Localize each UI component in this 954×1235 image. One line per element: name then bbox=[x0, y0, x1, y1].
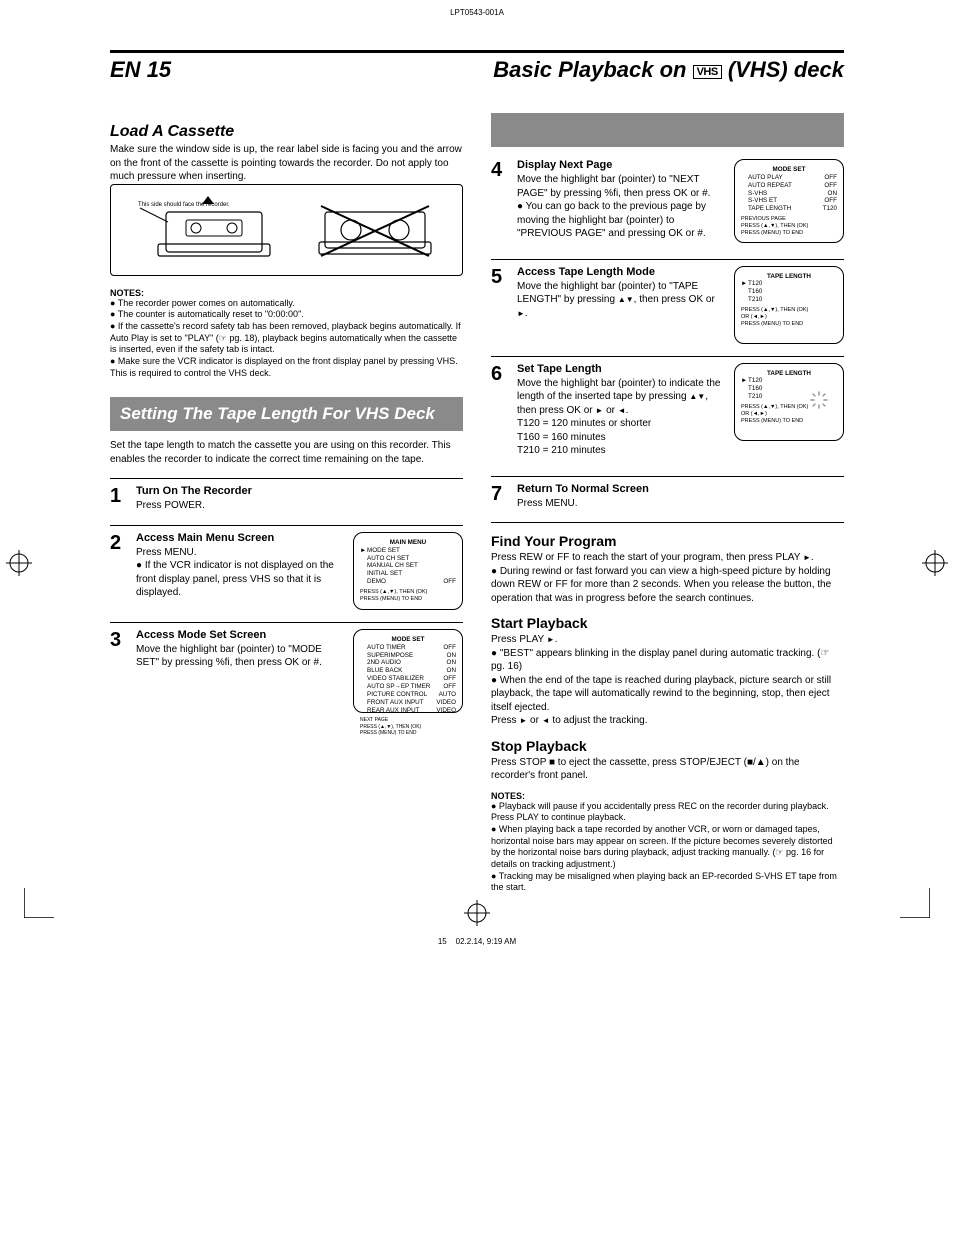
divider bbox=[110, 525, 463, 526]
step-6: 6 Set Tape Length Move the highlight bar… bbox=[491, 363, 726, 458]
find-program-heading: Find Your Program bbox=[491, 533, 844, 549]
divider bbox=[491, 476, 844, 477]
step-7: 7 Return To Normal Screen Press MENU. bbox=[491, 483, 844, 511]
step-4-text: Move the highlight bar (pointer) to "NEX… bbox=[517, 173, 726, 241]
step-7-title: Return To Normal Screen bbox=[517, 483, 844, 495]
tape-length-intro: Set the tape length to match the cassett… bbox=[110, 439, 463, 466]
svg-text:This side should face the reco: This side should face the recorder. bbox=[138, 202, 230, 208]
osd-tape-length: TAPE LENGTH ►T120 T160 T210 PRESS (▲,▼),… bbox=[734, 266, 844, 344]
osd-mode-set: MODE SET AUTO TIMEROFF SUPERIMPOSEON 2ND… bbox=[353, 629, 463, 713]
section-bar-tape-length: Setting The Tape Length For VHS Deck bbox=[110, 397, 463, 431]
cassette-wrong-icon bbox=[315, 194, 435, 266]
osd-mode-set-2: MODE SET AUTO PLAYOFF AUTO REPEATOFF S-V… bbox=[734, 159, 844, 243]
osd-main-menu: MAIN MENU ►MODE SET AUTO CH SET MANUAL C… bbox=[353, 532, 463, 610]
crop-mark-right-icon bbox=[922, 550, 948, 576]
divider bbox=[491, 522, 844, 523]
stop-playback-text: Press STOP ■ to eject the cassette, pres… bbox=[491, 756, 844, 783]
osd-tape-length-2: TAPE LENGTH ►T120 T160 T210 PRESS (▲,▼),… bbox=[734, 363, 844, 441]
vhs-badge-icon: VHS bbox=[693, 65, 722, 79]
left-column: Load A Cassette Make sure the window sid… bbox=[110, 113, 463, 894]
crop-mark-left-icon bbox=[6, 550, 32, 576]
step-6-text: Move the highlight bar (pointer) to indi… bbox=[517, 377, 726, 458]
divider bbox=[110, 622, 463, 623]
find-program-text: Press REW or FF to reach the start of yo… bbox=[491, 551, 844, 605]
footer-meta: 15 02.2.14, 9:19 AM bbox=[438, 937, 516, 946]
step-4-title: Display Next Page bbox=[517, 159, 726, 171]
right-column: 4 Display Next Page Move the highlight b… bbox=[491, 113, 844, 894]
crop-mark-bottom-icon bbox=[464, 900, 490, 926]
step-2-text: Press MENU. ● If the VCR indicator is no… bbox=[136, 546, 345, 600]
step-3: 3 Access Mode Set Screen Move the highli… bbox=[110, 629, 345, 670]
page-title: Basic Playback on VHS (VHS) deck bbox=[493, 57, 844, 83]
step-6-title: Set Tape Length bbox=[517, 363, 726, 375]
step-5-title: Access Tape Length Mode bbox=[517, 266, 726, 278]
notes-heading: NOTES: bbox=[110, 288, 463, 298]
step-5: 5 Access Tape Length Mode Move the highl… bbox=[491, 266, 726, 321]
step-5-text: Move the highlight bar (pointer) to "TAP… bbox=[517, 280, 726, 321]
step-7-text: Press MENU. bbox=[517, 497, 844, 511]
load-cassette-heading: Load A Cassette bbox=[110, 123, 463, 141]
crop-corner-right-icon bbox=[900, 888, 930, 918]
start-playback-heading: Start Playback bbox=[491, 615, 844, 631]
step-2-title: Access Main Menu Screen bbox=[136, 532, 345, 544]
crop-corner-left-icon bbox=[24, 888, 54, 918]
step-1-title: Turn On The Recorder bbox=[136, 485, 463, 497]
step-3-title: Access Mode Set Screen bbox=[136, 629, 345, 641]
step-1: 1 Turn On The Recorder Press POWER. bbox=[110, 485, 463, 513]
notes-text: ● The recorder power comes on automatica… bbox=[110, 298, 463, 380]
section-bar-right-spacer bbox=[491, 113, 844, 147]
manual-page: EN 15 Basic Playback on VHS (VHS) deck L… bbox=[0, 0, 954, 954]
cassette-correct-icon: This side should face the recorder. bbox=[138, 194, 278, 266]
start-playback-text: Press PLAY ►. ● "BEST" appears blinking … bbox=[491, 633, 844, 728]
spinner-icon bbox=[809, 390, 829, 410]
page-number: EN 15 bbox=[110, 57, 171, 83]
divider bbox=[110, 478, 463, 479]
cassette-diagram: This side should face the recorder. bbox=[110, 184, 463, 276]
load-cassette-text: Make sure the window side is up, the rea… bbox=[110, 143, 463, 184]
top-rule bbox=[110, 50, 844, 53]
bottom-notes-heading: NOTES: bbox=[491, 791, 844, 801]
step-2: 2 Access Main Menu Screen Press MENU. ● … bbox=[110, 532, 345, 600]
step-3-text: Move the highlight bar (pointer) to "MOD… bbox=[136, 643, 345, 670]
divider bbox=[491, 259, 844, 260]
page-header: EN 15 Basic Playback on VHS (VHS) deck bbox=[110, 57, 844, 83]
step-1-text: Press POWER. bbox=[136, 499, 463, 513]
step-4: 4 Display Next Page Move the highlight b… bbox=[491, 159, 726, 241]
stop-playback-heading: Stop Playback bbox=[491, 738, 844, 754]
divider bbox=[491, 356, 844, 357]
bottom-notes-text: ● Playback will pause if you accidentall… bbox=[491, 801, 844, 895]
